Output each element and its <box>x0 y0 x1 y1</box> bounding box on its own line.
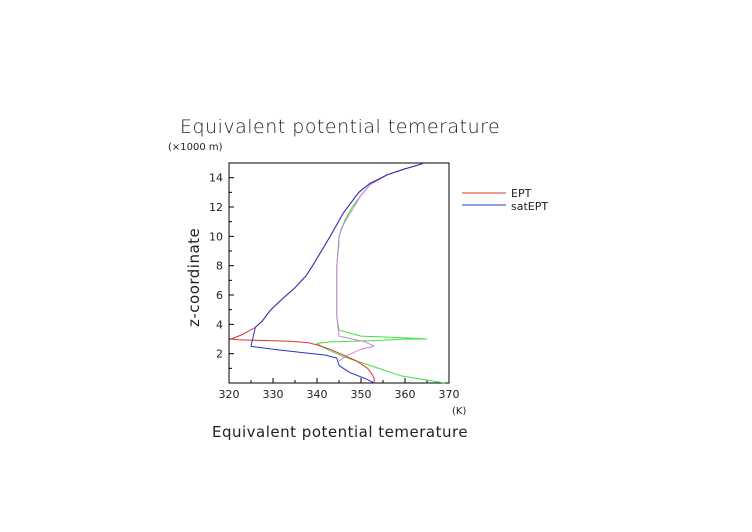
y-tick-label: 4 <box>216 318 223 331</box>
y-tick-label: 10 <box>209 230 223 243</box>
series-line-satept <box>250 163 423 384</box>
x-axis-title: Equivalent potential temerature <box>212 423 468 441</box>
plot-frame <box>228 162 450 384</box>
legend-label-satept: satEPT <box>511 200 548 213</box>
series-line-ept <box>230 163 423 383</box>
legend: EPT satEPT <box>462 187 548 213</box>
series-line-3 <box>336 163 423 362</box>
y-tick-label: 12 <box>209 201 223 214</box>
y-tick-label: 6 <box>216 289 223 302</box>
series-lines <box>230 163 445 384</box>
y-tick-label: 8 <box>216 260 223 273</box>
x-tick-label: 360 <box>395 388 416 401</box>
chart-title: Equivalent potential temerature <box>180 116 500 138</box>
x-tick-label: 350 <box>351 388 372 401</box>
y-tick-label: 2 <box>216 348 223 361</box>
y-unit-label: (×1000 m) <box>168 142 223 153</box>
x-tick-label: 320 <box>219 388 240 401</box>
y-axis: 2 4 6 8 10 12 14 <box>209 172 234 369</box>
y-tick-label: 14 <box>209 172 223 185</box>
x-unit-label: (K) <box>452 406 466 417</box>
x-tick-label: 340 <box>307 388 328 401</box>
x-tick-label: 370 <box>439 388 460 401</box>
x-tick-label: 330 <box>263 388 284 401</box>
series-line-2 <box>316 163 445 384</box>
legend-label-ept: EPT <box>511 187 532 200</box>
y-axis-title: z-coordinate <box>185 228 203 327</box>
x-axis: 320 330 340 350 360 370 <box>219 378 460 401</box>
